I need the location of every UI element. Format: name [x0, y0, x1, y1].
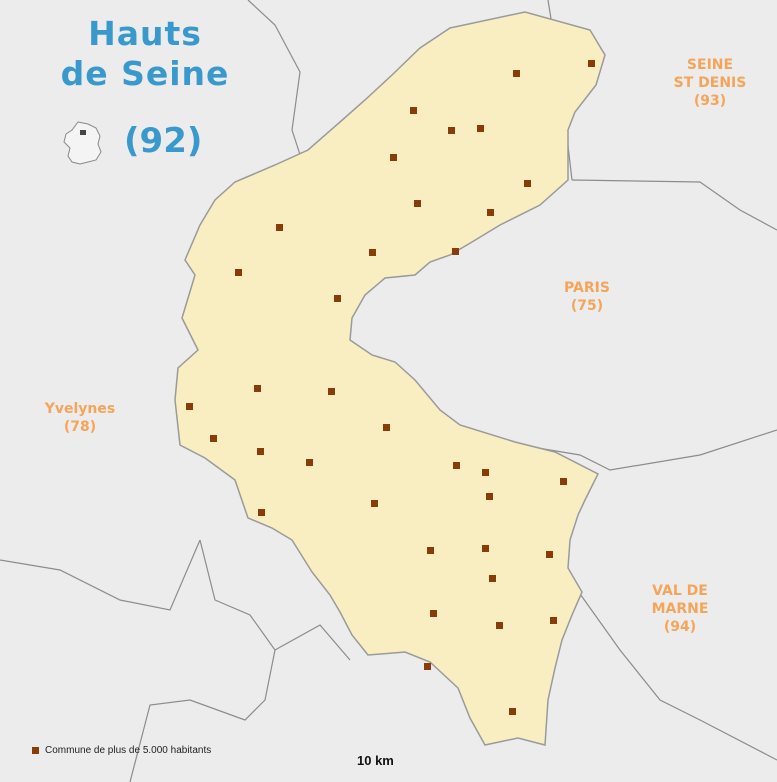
commune-marker: [254, 385, 261, 392]
commune-marker: [383, 424, 390, 431]
label-code: (78): [63, 419, 97, 435]
label-line: PARIS: [564, 280, 610, 296]
commune-marker: [489, 575, 496, 582]
commune-marker: [496, 622, 503, 629]
commune-marker: [452, 248, 459, 255]
label-paris: PARIS (75): [547, 279, 627, 315]
commune-marker: [334, 295, 341, 302]
commune-marker: [258, 509, 265, 516]
commune-marker: [550, 617, 557, 624]
map-title: Hauts de Seine: [0, 14, 290, 94]
label-line: ST DENIS: [673, 75, 747, 91]
department-shape-92: [174, 11, 606, 746]
commune-marker: [390, 154, 397, 161]
border-line: [519, 429, 777, 471]
legend-label: Commune de plus de 5.000 habitants: [45, 745, 212, 756]
title-line-1: Hauts: [88, 14, 202, 53]
commune-marker: [486, 493, 493, 500]
commune-marker: [235, 269, 242, 276]
map-legend: Commune de plus de 5.000 habitants: [32, 745, 211, 756]
label-code: (75): [570, 298, 604, 314]
border-line: [129, 539, 276, 782]
label-val-de-marne: VAL DE MARNE (94): [630, 582, 730, 636]
border-line: [0, 539, 201, 611]
commune-markers: [186, 60, 595, 715]
commune-marker: [430, 610, 437, 617]
commune-marker: [276, 224, 283, 231]
france-locator-icon: [63, 121, 102, 165]
commune-marker: [369, 249, 376, 256]
commune-marker: [477, 125, 484, 132]
commune-marker: [414, 200, 421, 207]
label-seine-st-denis: SEINE ST DENIS (93): [660, 56, 760, 110]
border-line: [562, 569, 777, 761]
locator-highlight: [80, 130, 86, 135]
border-line: [274, 624, 351, 661]
commune-marker: [588, 60, 595, 67]
commune-marker: [257, 448, 264, 455]
department-code: (92): [124, 121, 203, 161]
legend-marker-icon: [32, 747, 39, 754]
label-line: Yvelynes: [44, 401, 116, 417]
commune-marker: [546, 551, 553, 558]
commune-marker: [560, 478, 567, 485]
commune-marker: [487, 209, 494, 216]
commune-marker: [410, 107, 417, 114]
commune-marker: [448, 127, 455, 134]
commune-marker: [453, 462, 460, 469]
commune-marker: [371, 500, 378, 507]
label-line: VAL DE: [652, 583, 708, 599]
title-line-2: de Seine: [60, 54, 230, 93]
label-code: (94): [663, 619, 697, 635]
commune-marker: [509, 708, 516, 715]
commune-marker: [328, 388, 335, 395]
label-code: (93): [693, 93, 727, 109]
scale-label: 10 km: [357, 753, 394, 768]
commune-marker: [424, 663, 431, 670]
commune-marker: [210, 435, 217, 442]
border-line: [571, 179, 777, 231]
label-line: SEINE: [686, 57, 734, 73]
commune-marker: [427, 547, 434, 554]
commune-marker: [513, 70, 520, 77]
commune-marker: [482, 469, 489, 476]
commune-marker: [482, 545, 489, 552]
label-line: MARNE: [651, 601, 709, 617]
commune-marker: [306, 459, 313, 466]
border-line: [247, 0, 306, 171]
label-yvelynes: Yvelynes (78): [30, 400, 130, 436]
commune-marker: [524, 180, 531, 187]
commune-marker: [186, 403, 193, 410]
